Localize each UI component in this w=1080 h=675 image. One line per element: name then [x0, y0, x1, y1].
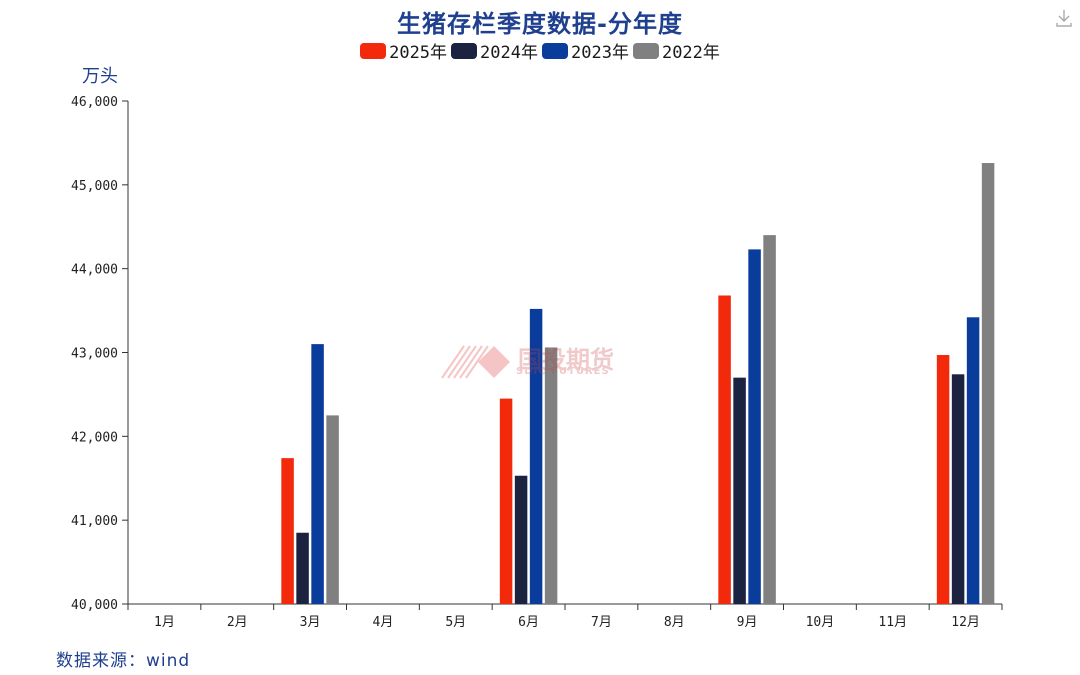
x-category-label: 6月 — [518, 615, 539, 630]
x-category-label: 11月 — [878, 615, 907, 630]
x-category-label: 12月 — [951, 615, 980, 630]
legend-item-2024[interactable]: 2024年 — [451, 38, 538, 63]
bar-2022年-12月 — [981, 163, 995, 604]
legend-label-2023: 2023年 — [571, 43, 629, 63]
x-category-label: 7月 — [591, 615, 612, 630]
legend-swatch-2022 — [632, 42, 659, 59]
chart-legend: 2025年 2024年 2023年 2022年 — [0, 38, 1080, 63]
x-category-label: 8月 — [664, 615, 685, 630]
bar-2025年-3月 — [281, 458, 294, 604]
bar-2022年-9月 — [763, 235, 776, 604]
legend-swatch-2024 — [451, 42, 478, 59]
y-tick-label: 40,000 — [71, 598, 118, 613]
y-tick-label: 45,000 — [71, 179, 118, 194]
bar-2023年-12月 — [966, 317, 980, 604]
x-category-label: 4月 — [373, 615, 394, 630]
legend-label-2024: 2024年 — [480, 43, 538, 63]
data-source-label: 数据来源：wind — [56, 651, 191, 671]
y-tick-label: 41,000 — [71, 514, 118, 529]
legend-label-2022: 2022年 — [661, 43, 720, 63]
legend-item-2025[interactable]: 2025年 — [360, 38, 447, 63]
bar-2023年-6月 — [529, 308, 543, 604]
y-tick-label: 46,000 — [71, 95, 118, 110]
bar-2022年-6月 — [544, 347, 558, 604]
x-category-label: 5月 — [445, 615, 466, 630]
legend-label-2025: 2025年 — [389, 43, 448, 63]
legend-item-2023[interactable]: 2023年 — [542, 38, 629, 63]
bar-2025年-6月 — [499, 398, 513, 604]
bar-2023年-9月 — [748, 249, 761, 604]
x-category-label: 2月 — [227, 615, 248, 630]
bar-2024年-3月 — [296, 532, 309, 604]
x-category-label: 3月 — [300, 615, 321, 630]
bar-2025年-12月 — [936, 355, 950, 604]
bar-2023年-3月 — [311, 344, 324, 604]
y-tick-label: 44,000 — [71, 263, 118, 278]
bar-2025年-9月 — [718, 295, 731, 604]
bar-2024年-6月 — [514, 475, 528, 604]
bar-2024年-12月 — [951, 374, 965, 604]
y-tick-label: 42,000 — [71, 430, 118, 445]
legend-swatch-2023 — [542, 42, 568, 59]
legend-item-2022[interactable]: 2022年 — [632, 38, 720, 63]
chart-title: 生猪存栏季度数据-分年度 — [397, 10, 683, 38]
bar-2022年-3月 — [326, 415, 339, 604]
y-axis-unit-label: 万头 — [82, 66, 118, 87]
x-category-label: 9月 — [737, 615, 758, 630]
y-tick-label: 43,000 — [71, 347, 118, 362]
legend-swatch-2025 — [360, 42, 387, 59]
x-category-label: 10月 — [806, 615, 835, 630]
x-category-label: 1月 — [154, 615, 175, 630]
bar-2024年-9月 — [733, 377, 746, 604]
download-icon[interactable] — [1054, 8, 1074, 28]
